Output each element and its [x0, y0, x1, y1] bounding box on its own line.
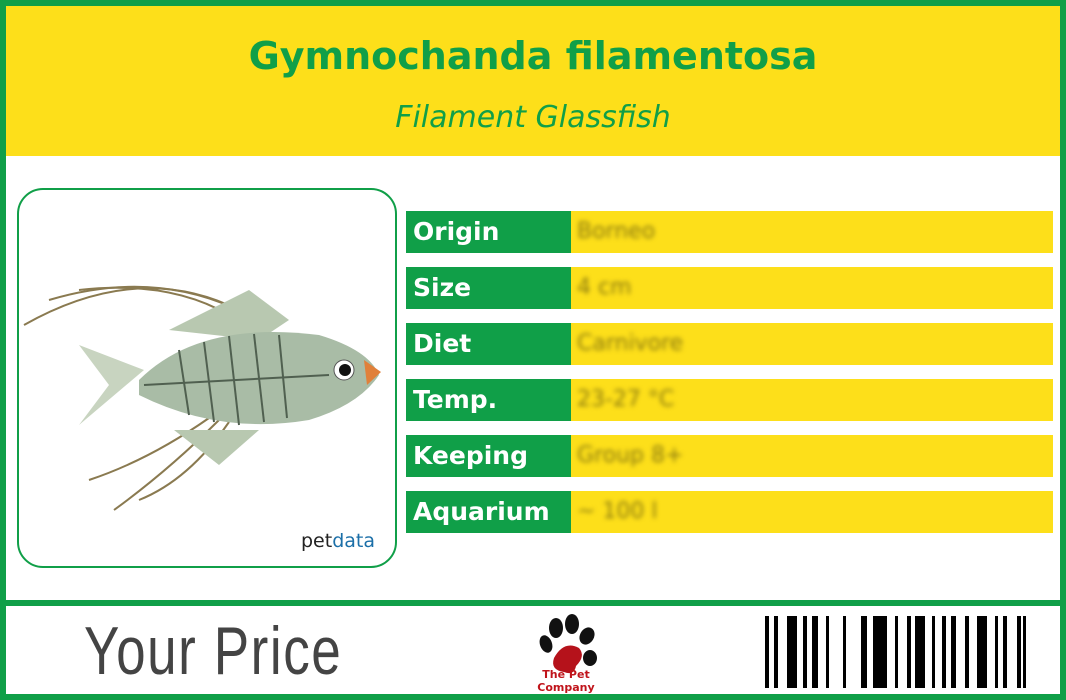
barcode-bar: [965, 616, 969, 688]
barcode-bar: [1017, 616, 1021, 688]
fact-row-keeping: Keeping Group 8+: [406, 435, 1053, 477]
barcode-bar: [995, 616, 998, 688]
watermark-pet: pet: [301, 530, 333, 552]
fact-label: Temp.: [406, 379, 571, 421]
fact-value: 4 cm: [577, 275, 632, 300]
fact-label: Origin: [406, 211, 571, 253]
fact-value: 23-27 °C: [577, 387, 675, 412]
barcode-bar: [861, 616, 867, 688]
species-title: Gymnochanda filamentosa: [248, 34, 818, 78]
barcode-bar: [873, 616, 887, 688]
brand-name: The Pet Company: [537, 668, 595, 694]
barcode-bar: [826, 616, 829, 688]
fact-row-temp: Temp. 23-27 °C: [406, 379, 1053, 421]
barcode-bar: [787, 616, 797, 688]
common-name: Filament Glassfish: [395, 100, 671, 135]
fact-value: Carnivore: [577, 331, 684, 356]
watermark-data: data: [332, 530, 375, 552]
fact-label: Keeping: [406, 435, 571, 477]
barcode-bar: [942, 616, 946, 688]
fact-value: ~ 100 l: [577, 499, 658, 524]
fact-value: Borneo: [577, 219, 656, 244]
barcode-bar: [977, 616, 987, 688]
barcode-bar: [932, 616, 935, 688]
fact-value: Group 8+: [577, 443, 684, 468]
barcode-bar: [774, 616, 778, 688]
barcode-bar: [803, 616, 807, 688]
fact-row-aquarium: Aquarium ~ 100 l: [406, 491, 1053, 533]
facts-table: Origin Borneo Size 4 cm Diet Carnivore Temp…: [406, 211, 1053, 547]
fact-row-diet: Diet Carnivore: [406, 323, 1053, 365]
barcode-bar: [895, 616, 898, 688]
fact-row-size: Size 4 cm: [406, 267, 1053, 309]
barcode-bar: [1023, 616, 1026, 688]
fact-label: Diet: [406, 323, 571, 365]
header: Gymnochanda filamentosa Filament Glassfi…: [6, 6, 1060, 156]
barcode-bar: [843, 616, 846, 688]
footer-divider: [6, 600, 1060, 606]
barcode-bar: [765, 616, 769, 688]
fish-image: [23, 285, 381, 511]
fact-label: Size: [406, 267, 571, 309]
barcode: [765, 616, 1026, 688]
fact-row-origin: Origin Borneo: [406, 211, 1053, 253]
barcode-bar: [812, 616, 818, 688]
paw-icon: [539, 614, 597, 674]
barcode-bar: [915, 616, 925, 688]
brand-logo: The Pet Company: [514, 610, 618, 694]
fact-label: Aquarium: [406, 491, 571, 533]
fish-photo: petdata: [17, 188, 397, 568]
barcode-bar: [1003, 616, 1007, 688]
petdata-watermark: petdata: [301, 530, 375, 552]
barcode-bar: [951, 616, 956, 688]
price-label: Your Price: [84, 613, 343, 689]
barcode-bar: [907, 616, 911, 688]
